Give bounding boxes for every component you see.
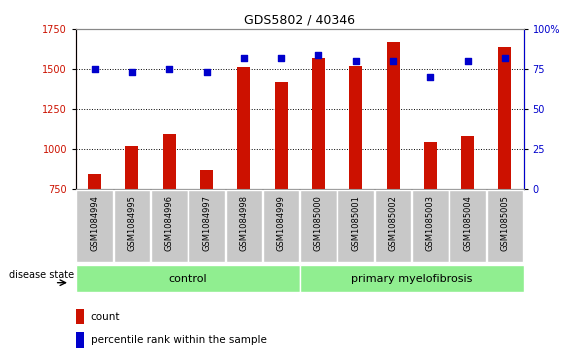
Text: GSM1084996: GSM1084996 [165,195,174,251]
Text: disease state: disease state [9,269,74,280]
Bar [498,46,511,189]
FancyBboxPatch shape [151,189,187,262]
FancyBboxPatch shape [114,189,150,262]
FancyBboxPatch shape [263,189,300,262]
Text: GSM1084994: GSM1084994 [90,195,99,250]
Text: GSM1085005: GSM1085005 [501,195,510,250]
FancyBboxPatch shape [486,189,523,262]
Text: GSM1085003: GSM1085003 [426,195,435,251]
Bar [200,170,213,189]
Point [463,58,472,64]
Text: control: control [168,274,207,284]
FancyBboxPatch shape [76,265,300,292]
Point [127,69,136,75]
Text: percentile rank within the sample: percentile rank within the sample [91,335,267,345]
FancyBboxPatch shape [449,189,486,262]
Text: GSM1084998: GSM1084998 [239,195,248,251]
FancyBboxPatch shape [337,189,374,262]
Bar [312,58,325,189]
Bar [126,146,138,189]
Bar [163,134,176,189]
FancyBboxPatch shape [300,265,524,292]
Point [90,66,99,72]
Text: GSM1085002: GSM1085002 [388,195,397,250]
Bar [387,42,400,189]
Bar [275,82,288,189]
FancyBboxPatch shape [412,189,449,262]
Point [239,55,248,61]
Point [501,55,510,61]
Text: GSM1085000: GSM1085000 [314,195,323,250]
Text: GSM1085004: GSM1085004 [463,195,472,250]
Bar [424,142,437,189]
Point [426,74,435,80]
Point [314,52,323,57]
Text: count: count [91,311,120,322]
Bar [238,68,251,189]
Point [388,58,397,64]
Bar [76,309,83,324]
FancyBboxPatch shape [375,189,412,262]
Text: GSM1085001: GSM1085001 [351,195,360,250]
Text: GSM1084995: GSM1084995 [127,195,136,250]
Point [202,69,211,75]
Bar [76,333,83,348]
FancyBboxPatch shape [188,189,225,262]
Point [351,58,360,64]
FancyBboxPatch shape [226,189,262,262]
Bar [88,174,101,189]
Text: GSM1084999: GSM1084999 [276,195,285,250]
Title: GDS5802 / 40346: GDS5802 / 40346 [244,13,355,26]
FancyBboxPatch shape [77,189,113,262]
Point [165,66,174,72]
Bar [349,66,362,189]
Text: primary myelofibrosis: primary myelofibrosis [351,274,472,284]
Point [276,55,285,61]
FancyBboxPatch shape [300,189,337,262]
Text: GSM1084997: GSM1084997 [202,195,211,251]
Bar [461,136,474,189]
